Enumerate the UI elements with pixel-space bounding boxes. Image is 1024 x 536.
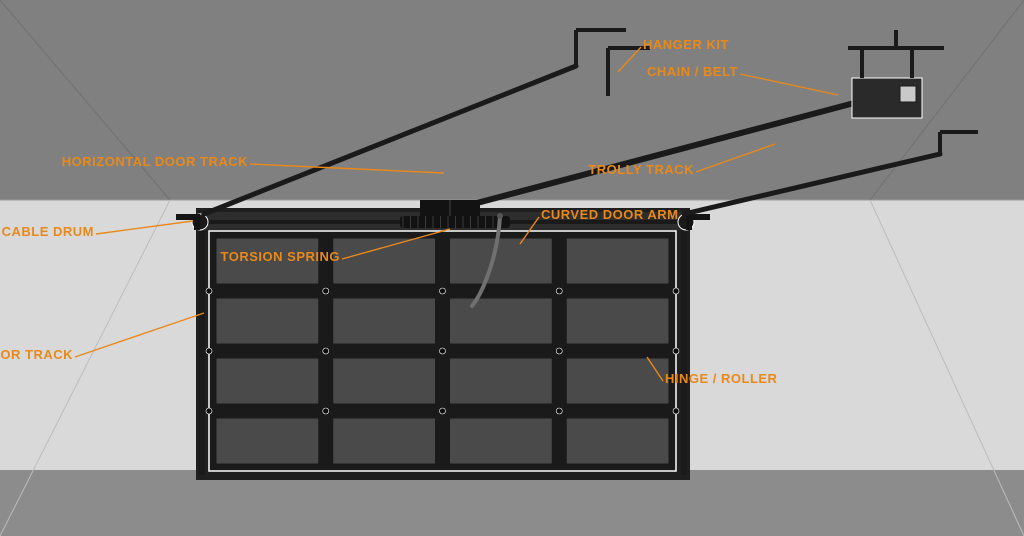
label-trolly-track: TROLLY TRACK <box>588 162 694 177</box>
label-cable-drum: CABLE DRUM <box>2 224 94 239</box>
label-horizontal-track: HORIZONTAL DOOR TRACK <box>62 154 248 169</box>
label-torsion-spring: TORSION SPRING <box>221 249 340 264</box>
label-hanger-kit: HANGER KIT <box>643 37 729 52</box>
garage-door-diagram: HANGER KIT CHAIN / BELT HORIZONTAL DOOR TR… <box>0 0 1024 536</box>
label-curved-door-arm: CURVED DOOR ARM <box>541 207 679 222</box>
scene-svg <box>0 0 1024 536</box>
label-chain-belt: CHAIN / BELT <box>647 64 738 79</box>
label-vertical-track: VERTICAL DOOR TRACK <box>0 347 73 362</box>
label-hinge-roller: HINGE / ROLLER <box>665 371 777 386</box>
